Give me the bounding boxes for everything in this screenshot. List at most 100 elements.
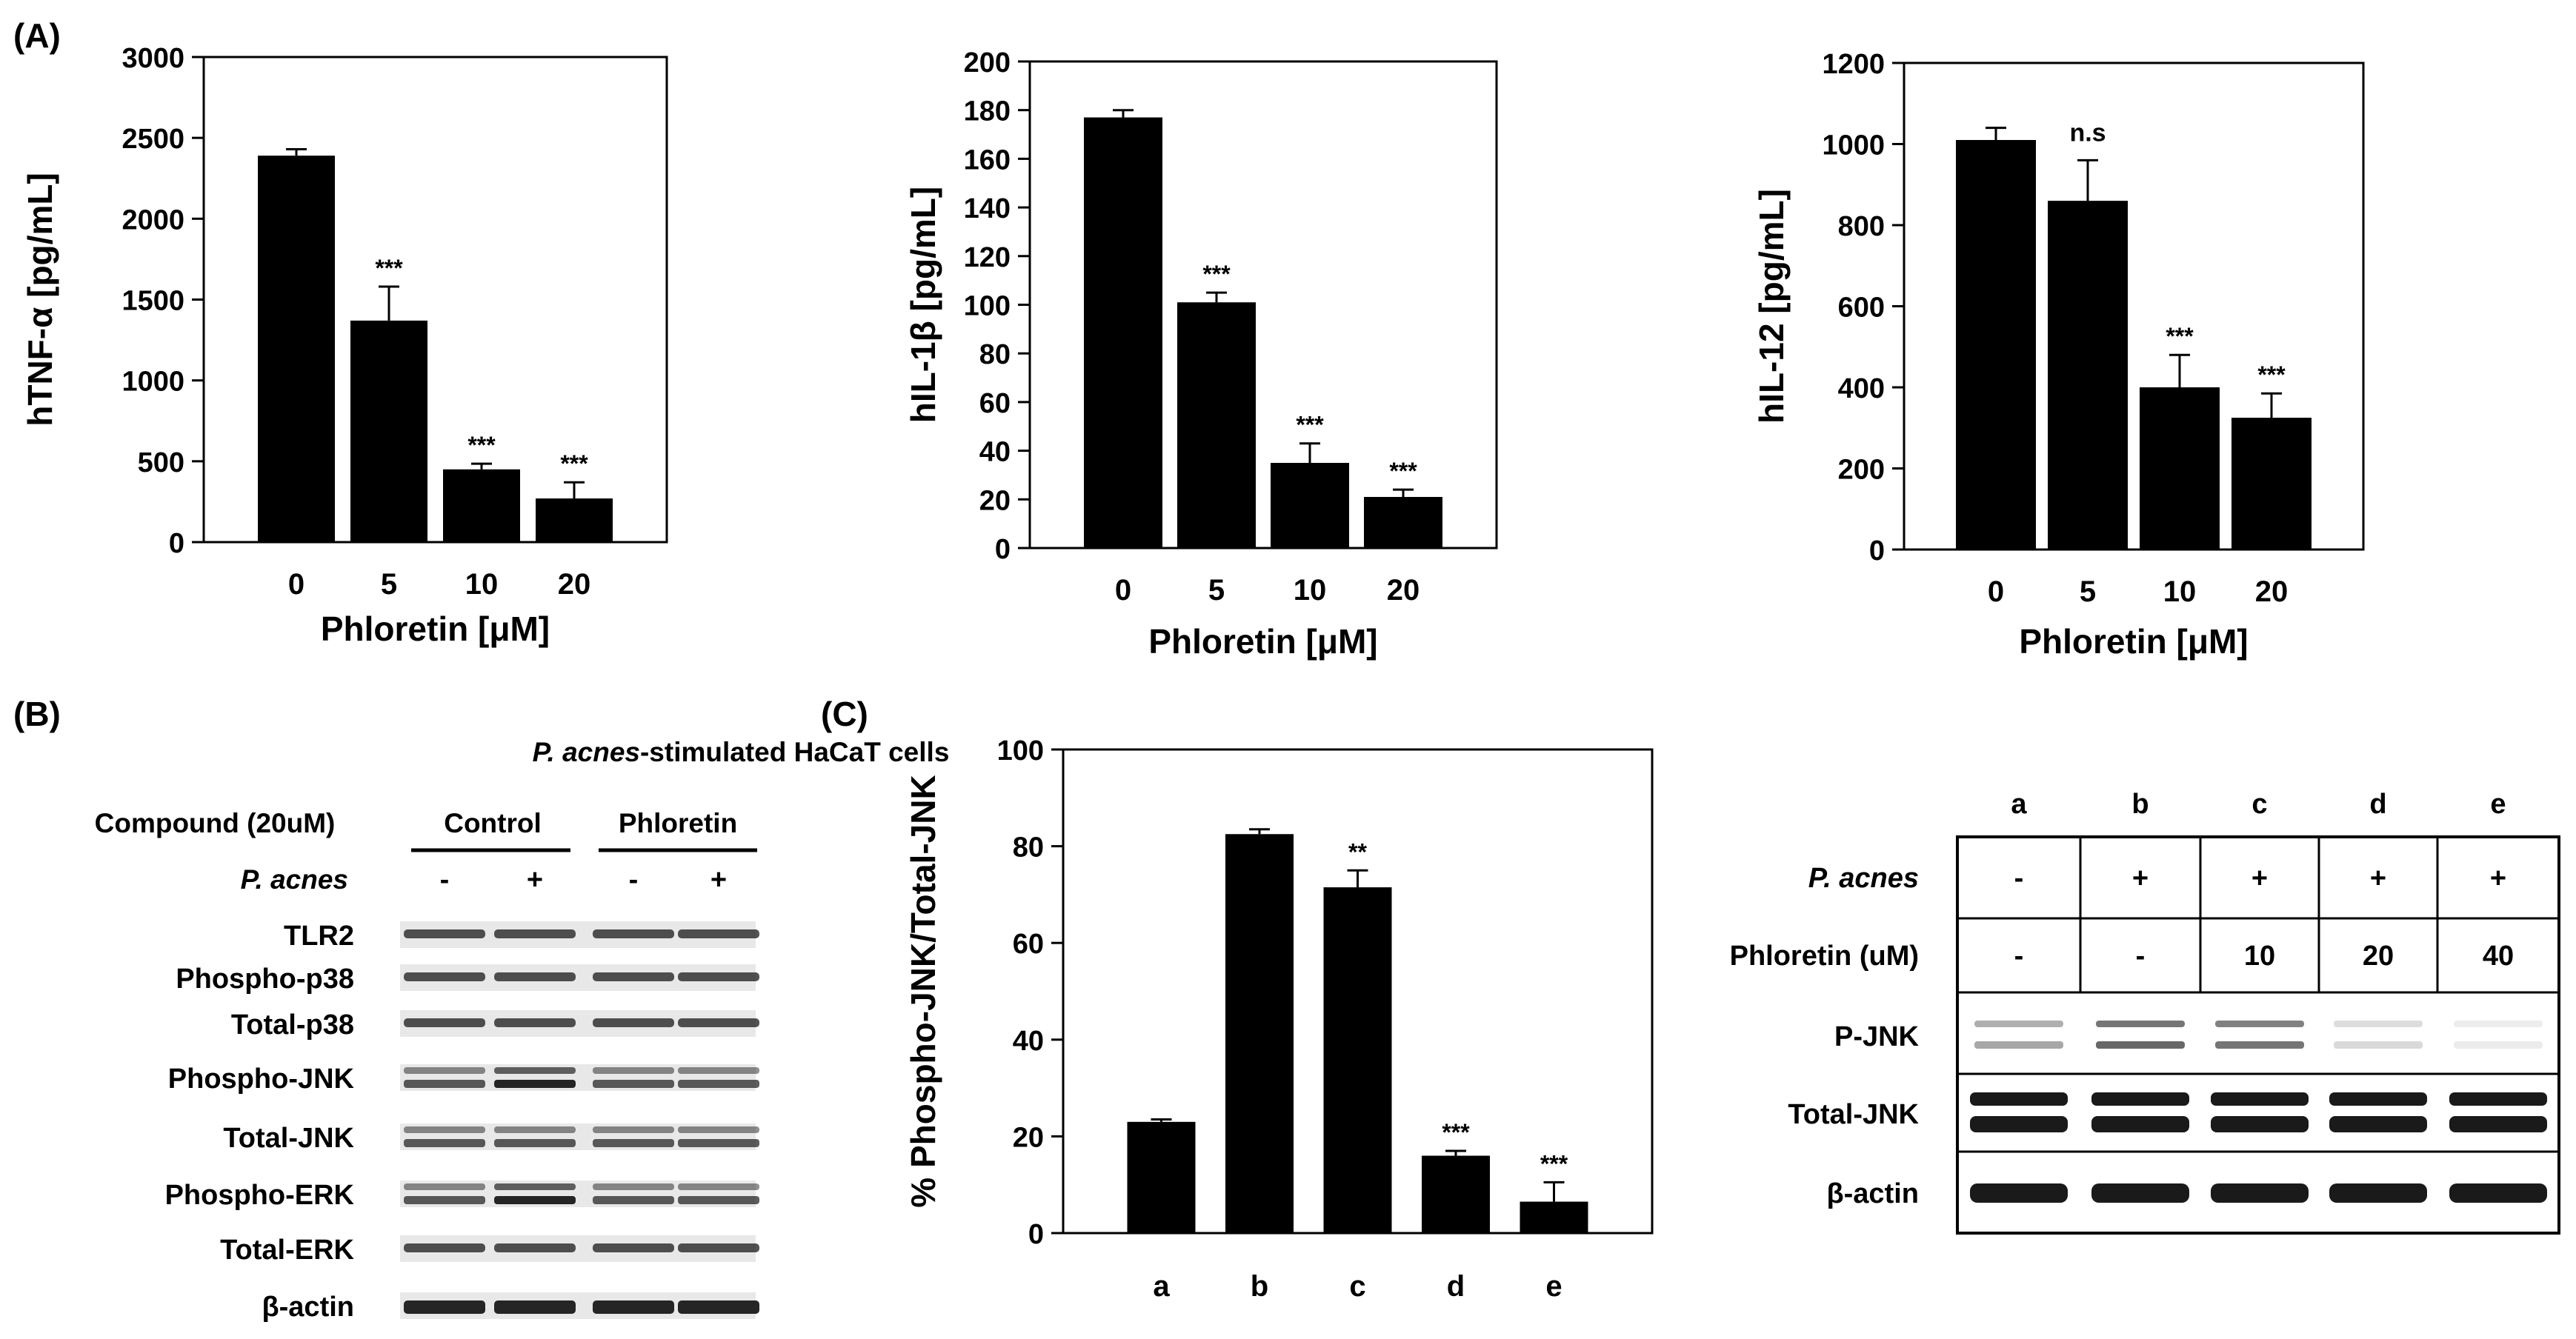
y-tick-label: 40	[979, 437, 1011, 468]
bar	[1225, 834, 1294, 1233]
y-tick-label: 1200	[1822, 49, 1885, 80]
bar	[2140, 387, 2220, 550]
blot-b-band	[678, 1243, 759, 1252]
bar	[350, 320, 427, 542]
x-tick-label: 10	[465, 568, 499, 601]
blot-b-group-control: Control	[444, 808, 542, 838]
x-tick-label: b	[1251, 1270, 1268, 1303]
blot-c-band	[1974, 1021, 2063, 1027]
significance-label: **	[1348, 838, 1367, 865]
blot-c-band	[2215, 1021, 2304, 1027]
significance-label: ***	[2166, 323, 2194, 350]
blot-b-band	[494, 1139, 576, 1147]
blot-c-stim-sign: -	[2014, 863, 2024, 894]
chart-il12: 0 200 400 600 800 1000 1200 0 n.s 5 *** 10 *** 20Phlo…	[1752, 49, 2365, 661]
blot-c-stim-sign: +	[2370, 863, 2386, 894]
blot-c-band	[2454, 1041, 2543, 1049]
blot-c-band	[2091, 1092, 2189, 1106]
blot-b-stim-sign: -	[440, 864, 450, 895]
y-axis-label: hIL-12 [pg/mL]	[1752, 189, 1791, 424]
blot-c-dose-value: 20	[2363, 941, 2394, 972]
blot-b-band	[494, 972, 576, 981]
panel-label-c: (C)	[821, 695, 868, 733]
x-tick-label: a	[1153, 1270, 1170, 1303]
y-tick-label: 0	[1028, 1219, 1044, 1250]
blot-b-band	[678, 1183, 759, 1190]
blot-b-stim-label: P. acnes	[241, 864, 348, 895]
chart-tnf: 0 500 1000 1500 2000 2500 3000 0 *** 5 *** 10 *** 20P…	[21, 43, 668, 648]
blot-c-band	[1970, 1092, 2068, 1106]
blot-b-band	[404, 1067, 485, 1074]
blot-c-rows: P-JNK Total-JNK β-actin	[1788, 1021, 2547, 1209]
blot-b-stim-sign: -	[629, 864, 639, 895]
blot-b-band	[593, 1196, 674, 1204]
y-tick-label: 80	[1013, 832, 1044, 864]
x-tick-label: 0	[288, 568, 304, 601]
x-axis-label: Phloretin [μM]	[2019, 622, 2248, 661]
blot-b-band	[404, 1196, 485, 1204]
blot-c-band	[2329, 1183, 2427, 1203]
blot-c-band	[2449, 1183, 2547, 1203]
blot-b-band	[404, 1080, 485, 1088]
significance-label: ***	[1202, 261, 1231, 287]
x-axis-label: Phloretin [μM]	[1148, 622, 1377, 661]
blot-b-band	[593, 1018, 674, 1027]
blot-b-rows: TLR2 Phospho-p38 Total-p38 Phospho-JNK Total…	[165, 921, 759, 1323]
y-tick-label: 20	[979, 485, 1011, 516]
blot-c-lane-label: e	[2490, 789, 2506, 820]
blot-b-compound-label: Compound (20uM)	[95, 808, 336, 838]
bar	[1177, 302, 1256, 548]
y-tick-label: 180	[964, 96, 1011, 127]
blot-b-band	[494, 1080, 576, 1088]
blot-c-stim-sign: +	[2490, 863, 2506, 894]
blot-b-row-label: Phospho-JNK	[168, 1063, 355, 1095]
blot-c-band	[1970, 1183, 2068, 1203]
blot-b-band	[593, 929, 674, 938]
y-tick-label: 2500	[122, 124, 184, 155]
blot-b-row-label: Total-ERK	[220, 1235, 354, 1266]
y-tick-label: 140	[964, 193, 1011, 224]
blot-c-band	[1970, 1116, 2068, 1132]
significance-label: ***	[1296, 412, 1324, 438]
y-tick-label: 1000	[1822, 130, 1885, 161]
blot-c-band	[2449, 1092, 2547, 1106]
blot-b-row-label: Total-p38	[231, 1009, 354, 1041]
blot-b-row-label: Phospho-p38	[176, 964, 354, 995]
significance-label: ***	[560, 450, 588, 477]
significance-label: ***	[375, 255, 403, 281]
blot-c-row-label: Total-JNK	[1788, 1099, 1919, 1130]
blot-c-band	[1974, 1041, 2063, 1049]
blot-c-lane-labels: a b c d e	[2011, 789, 2506, 820]
blot-c-dose-value: 10	[2244, 941, 2275, 972]
blot-c-lane-label: c	[2251, 789, 2267, 820]
blot-c-band	[2334, 1021, 2423, 1027]
x-tick-label: 5	[1208, 574, 1225, 607]
y-tick-label: 400	[1838, 373, 1885, 404]
significance-label: ***	[1540, 1150, 1568, 1177]
bar	[1323, 887, 1392, 1233]
x-tick-label: 0	[1115, 574, 1131, 607]
blot-b-band	[494, 1126, 576, 1133]
x-tick-label: 20	[558, 568, 591, 601]
bar	[2048, 201, 2128, 550]
blot-b-row-label: β-actin	[262, 1292, 354, 1323]
blot-b-title: P. acnes-stimulated HaCaT cells	[533, 737, 950, 767]
blot-b-band	[404, 1126, 485, 1133]
panel-label-a: (A)	[13, 16, 61, 55]
y-tick-label: 3000	[122, 43, 184, 74]
y-tick-label: 100	[964, 291, 1011, 322]
blot-b-row-label: Phospho-ERK	[165, 1180, 355, 1211]
x-tick-label: 5	[2080, 575, 2096, 608]
blot-b-band	[593, 1300, 674, 1314]
y-tick-label: 80	[979, 339, 1011, 370]
blot-c-dose-value: -	[2136, 941, 2146, 972]
blot-b-band	[494, 929, 576, 938]
blot-c-band	[2091, 1116, 2189, 1132]
blot-b-stim-sign: +	[710, 864, 727, 895]
blot-c-band	[2329, 1116, 2427, 1132]
blot-b-band	[678, 1300, 759, 1314]
bar	[1084, 117, 1162, 548]
chart-il1b: 0 20 40 60 80 100 120 140 160 180 200 0 *** 5 *** 10 ***…	[904, 47, 1498, 661]
blot-c-stim-sign: +	[2132, 863, 2149, 894]
